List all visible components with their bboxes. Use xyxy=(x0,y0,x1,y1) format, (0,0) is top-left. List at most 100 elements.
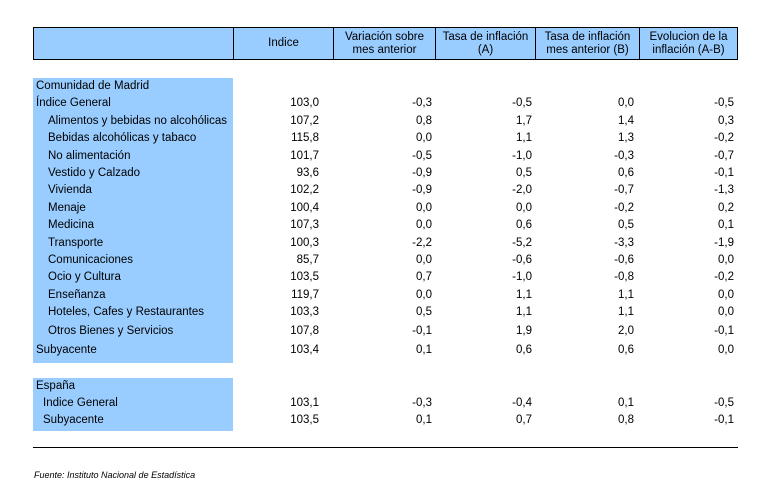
section-title-madrid: Comunidad de Madrid xyxy=(33,78,738,95)
cell-tasa-b: 1,1 xyxy=(618,289,634,301)
cell-tasa-b: -0,6 xyxy=(614,254,634,266)
cell-variacion: 0,0 xyxy=(416,132,432,144)
header-tasa-b: Tasa de inflación mes anterior (B) xyxy=(535,28,639,59)
header-variacion: Variación sobre mes anterior xyxy=(333,28,435,59)
source-note: Fuente: Instituto Nacional de Estadístic… xyxy=(34,470,196,480)
cell-evolucion: -1,9 xyxy=(714,237,734,249)
cell-indice: 107,8 xyxy=(290,325,319,337)
table-row: Enseñanza 119,7 0,0 1,1 1,1 0,0 xyxy=(33,287,738,304)
cell-evolucion: -0,7 xyxy=(714,150,734,162)
cell-evolucion: 0,1 xyxy=(718,219,734,231)
cell-tasa-a: 1,1 xyxy=(516,289,532,301)
cell-tasa-b: 0,0 xyxy=(618,97,634,109)
cell-indice: 107,2 xyxy=(290,115,319,127)
table-row: Otros Bienes y Servicios 107,8 -0,1 1,9 … xyxy=(33,323,738,340)
cell-tasa-b: -0,8 xyxy=(614,271,634,283)
cell-tasa-a: -5,2 xyxy=(512,237,532,249)
cell-indice: 103,5 xyxy=(290,271,319,283)
table-row: Hoteles, Cafes y Restaurantes 103,3 0,5 … xyxy=(33,304,738,321)
cell-indice: 103,1 xyxy=(290,397,319,409)
cell-variacion: 0,0 xyxy=(416,289,432,301)
cell-tasa-b: 0,5 xyxy=(618,219,634,231)
cell-tasa-a: 1,7 xyxy=(516,115,532,127)
cell-indice: 93,6 xyxy=(296,167,319,179)
cell-indice: 103,4 xyxy=(290,344,319,356)
cell-variacion: 0,1 xyxy=(416,344,432,356)
cell-indice: 103,5 xyxy=(290,414,319,426)
table-bottom-rule xyxy=(33,447,738,448)
cell-variacion: -0,3 xyxy=(412,397,432,409)
cell-variacion: 0,0 xyxy=(416,219,432,231)
row-label: Vivienda xyxy=(48,184,92,196)
cell-variacion: 0,0 xyxy=(416,254,432,266)
cell-tasa-b: -0,3 xyxy=(614,150,634,162)
row-label: Índice General xyxy=(36,97,111,109)
cell-tasa-b: 1,3 xyxy=(618,132,634,144)
cell-evolucion: -0,2 xyxy=(714,271,734,283)
table-row: Alimentos y bebidas no alcohólicas 107,2… xyxy=(33,113,738,130)
cell-indice: 100,4 xyxy=(290,202,319,214)
header-label-cell xyxy=(34,28,233,59)
row-label: Otros Bienes y Servicios xyxy=(48,325,174,337)
cell-variacion: 0,5 xyxy=(416,306,432,318)
cell-tasa-b: 1,1 xyxy=(618,306,634,318)
espana-label-column xyxy=(33,378,233,431)
header-evolucion: Evolucion de la inflación (A-B) xyxy=(639,28,737,59)
cell-tasa-b: -0,2 xyxy=(614,202,634,214)
cell-tasa-a: 1,1 xyxy=(516,132,532,144)
table-row: Menaje 100,4 0,0 0,0 -0,2 0,2 xyxy=(33,200,738,217)
cell-evolucion: 0,0 xyxy=(718,306,734,318)
cell-tasa-b: 2,0 xyxy=(618,325,634,337)
header-tasa-a: Tasa de inflación (A) xyxy=(435,28,535,59)
cell-tasa-b: 0,6 xyxy=(618,167,634,179)
cell-variacion: -0,3 xyxy=(412,97,432,109)
cell-indice: 107,3 xyxy=(290,219,319,231)
cell-tasa-a: -1,0 xyxy=(512,150,532,162)
cell-evolucion: 0,2 xyxy=(718,202,734,214)
madrid-label-column xyxy=(33,78,233,363)
row-label: Comunicaciones xyxy=(48,254,134,266)
cell-evolucion: 0,0 xyxy=(718,289,734,301)
row-label: Menaje xyxy=(48,202,86,214)
section-title: Comunidad de Madrid xyxy=(36,80,150,92)
table-row: Subyacente 103,4 0,1 0,6 0,6 0,0 xyxy=(33,342,738,359)
cell-evolucion: -1,3 xyxy=(714,184,734,196)
cell-evolucion: -0,1 xyxy=(714,414,734,426)
cell-tasa-a: -0,4 xyxy=(512,397,532,409)
table-row: Transporte 100,3 -2,2 -5,2 -3,3 -1,9 xyxy=(33,235,738,252)
cell-tasa-a: 0,6 xyxy=(516,344,532,356)
cell-indice: 119,7 xyxy=(291,289,319,301)
table-row: Vivienda 102,2 -0,9 -2,0 -0,7 -1,3 xyxy=(33,182,738,199)
cell-tasa-a: 0,5 xyxy=(516,167,532,179)
cell-tasa-a: 0,0 xyxy=(516,202,532,214)
row-label: Indice General xyxy=(43,397,118,409)
cell-indice: 103,3 xyxy=(290,306,319,318)
cell-evolucion: -0,1 xyxy=(714,325,734,337)
table-row: Indice General 103,1 -0,3 -0,4 0,1 -0,5 xyxy=(33,395,738,412)
row-label: No alimentación xyxy=(48,150,131,162)
row-label: Enseñanza xyxy=(48,289,106,301)
cell-indice: 102,2 xyxy=(290,184,319,196)
cell-tasa-a: -1,0 xyxy=(512,271,532,283)
table-row: Vestido y Calzado 93,6 -0,9 0,5 0,6 -0,1 xyxy=(33,165,738,182)
row-label: Hoteles, Cafes y Restaurantes xyxy=(48,306,204,318)
cell-tasa-a: 0,6 xyxy=(516,219,532,231)
cell-tasa-a: -0,5 xyxy=(512,97,532,109)
row-label: Medicina xyxy=(48,219,95,231)
cell-evolucion: -0,1 xyxy=(714,167,734,179)
table-row: Comunicaciones 85,7 0,0 -0,6 -0,6 0,0 xyxy=(33,252,738,269)
cell-variacion: 0,0 xyxy=(416,202,432,214)
row-label: Vestido y Calzado xyxy=(48,167,141,179)
row-label: Subyacente xyxy=(36,344,97,356)
section-title: España xyxy=(36,380,76,392)
section-title-espana: España xyxy=(33,378,738,395)
cell-variacion: -0,1 xyxy=(412,325,432,337)
cell-variacion: 0,1 xyxy=(416,414,432,426)
cell-variacion: -0,9 xyxy=(412,184,432,196)
cell-variacion: -0,5 xyxy=(412,150,432,162)
cell-indice: 100,3 xyxy=(290,237,319,249)
cell-variacion: 0,7 xyxy=(416,271,432,283)
row-label: Transporte xyxy=(48,237,104,249)
cell-indice: 85,7 xyxy=(296,254,319,266)
row-label: Subyacente xyxy=(43,414,104,426)
